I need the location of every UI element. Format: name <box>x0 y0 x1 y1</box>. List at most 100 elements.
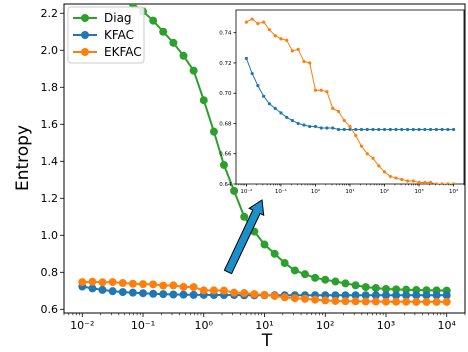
diag-point <box>179 51 188 60</box>
kfac-point <box>371 291 380 300</box>
kfac-point <box>354 127 358 132</box>
diag-point <box>270 249 279 258</box>
ekfac-point <box>331 296 340 305</box>
diag-point <box>149 16 158 25</box>
diag-point <box>159 27 168 36</box>
kfac-point <box>392 291 401 300</box>
ekfac-point <box>446 182 450 184</box>
y-axis-label: Entropy <box>13 125 33 191</box>
ekfac-point <box>108 278 117 287</box>
ekfac-point <box>336 109 341 113</box>
ekfac-point <box>267 28 272 32</box>
ekfac-point <box>400 177 404 182</box>
ekfac-point <box>199 286 208 295</box>
kfac-point <box>290 118 295 123</box>
kfac-point <box>361 291 370 300</box>
kfac-point <box>348 127 352 132</box>
kfac-point <box>285 115 289 120</box>
kfac-point <box>394 127 398 132</box>
kfac-point <box>313 124 318 129</box>
ekfac-point <box>311 295 320 304</box>
ekfac-point <box>189 283 198 292</box>
ekfac-point <box>417 180 421 184</box>
diag-point <box>209 127 218 136</box>
diag-point <box>280 259 289 268</box>
ekfac-point <box>442 297 451 306</box>
kfac-point <box>296 121 300 126</box>
ekfac-point <box>392 297 401 306</box>
kfac-point <box>422 291 431 300</box>
ekfac-point <box>405 179 410 183</box>
kfac-point <box>446 127 450 132</box>
ekfac-point <box>169 281 178 290</box>
kfac-point <box>308 124 312 129</box>
ekfac-point <box>371 297 380 306</box>
inset-series <box>244 17 456 184</box>
x-tick-label: 10⁰ <box>195 319 214 332</box>
x-tick-label: 10¹ <box>345 188 354 195</box>
y-tick-label: 0.72 <box>219 61 231 67</box>
legend: Diag KFAC EKFAC <box>67 6 145 64</box>
ekfac-point <box>128 279 137 288</box>
kfac-point <box>149 289 158 298</box>
x-tick-label: 10⁻¹ <box>131 319 155 332</box>
y-tick-label: 1.6 <box>41 118 59 131</box>
legend-marker-diag <box>81 14 89 22</box>
kfac-point <box>273 106 277 110</box>
kfac-point <box>159 290 168 299</box>
kfac-point <box>351 291 360 300</box>
x-tick-label: 10³ <box>377 319 395 332</box>
ekfac-point <box>452 182 456 184</box>
ekfac-point <box>341 297 350 306</box>
ekfac-point <box>354 133 358 138</box>
ekfac-point <box>412 297 421 306</box>
kfac-point <box>434 127 438 132</box>
kfac-point <box>325 126 329 130</box>
kfac-point <box>139 289 148 298</box>
ekfac-point <box>250 290 259 299</box>
kfac-point <box>262 94 266 98</box>
ekfac-point <box>256 22 260 26</box>
y-tick-label: 0.6 <box>41 303 59 316</box>
ekfac-point <box>302 59 306 64</box>
y-tick-label: 1.4 <box>41 155 59 168</box>
ekfac-point <box>262 20 266 24</box>
ekfac-point <box>359 144 364 148</box>
kfac-point <box>371 127 375 132</box>
ekfac-point <box>280 293 289 302</box>
kfac-point <box>331 126 335 130</box>
kfac-point <box>381 291 390 300</box>
y-tick-label: 0.68 <box>219 121 232 127</box>
legend-label-ekfac: EKFAC <box>104 45 142 59</box>
y-tick-label: 1.8 <box>41 81 59 94</box>
ekfac-point <box>98 278 107 287</box>
y-tick-label: 2.0 <box>41 44 59 57</box>
kfac-point <box>402 291 411 300</box>
x-tick-label: 10¹ <box>255 319 273 332</box>
kfac-point <box>336 127 341 132</box>
diag-point <box>199 96 208 105</box>
diag-point <box>351 281 360 290</box>
ekfac-point <box>88 277 97 286</box>
x-tick-label: 10⁴ <box>449 188 459 195</box>
diag-point <box>392 285 401 294</box>
main-y-axis: 0.6 0.8 1.0 1.2 1.4 1.6 1.8 2.0 2.2 <box>41 7 64 316</box>
ekfac-point <box>270 291 279 300</box>
ekfac-point <box>319 88 323 92</box>
kfac-point <box>118 288 127 297</box>
ekfac-point <box>273 34 277 38</box>
diag-point <box>119 0 127 2</box>
diag-point <box>240 212 249 221</box>
kfac-point <box>452 127 456 132</box>
kfac-point <box>432 291 441 300</box>
ekfac-point <box>244 20 248 24</box>
ekfac-point <box>240 289 249 298</box>
ekfac-point <box>78 278 87 287</box>
ekfac-point <box>351 297 360 306</box>
kfac-point <box>388 127 392 132</box>
x-tick-label: 10² <box>380 188 389 195</box>
ekfac-point <box>428 180 433 184</box>
legend-label-diag: Diag <box>104 11 132 25</box>
ekfac-point <box>149 280 158 289</box>
